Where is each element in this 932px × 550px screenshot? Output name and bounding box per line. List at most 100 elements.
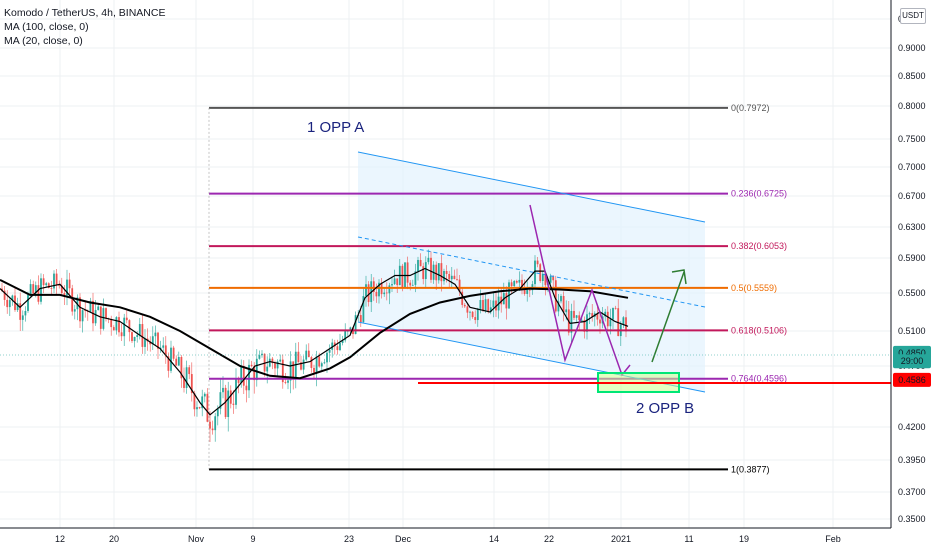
candle-body (466, 306, 469, 313)
candle-body (513, 281, 516, 287)
time-axis[interactable]: 12 20 Nov 9 23 Dec 14 22 2021 11 19 Feb (55, 534, 841, 544)
candle-body (253, 366, 256, 381)
candle-body (300, 362, 302, 370)
price-axis[interactable]: 0.95000.90000.85000.80000.75000.70000.67… (898, 14, 926, 524)
candle-body (154, 332, 157, 337)
candle-body (596, 313, 599, 320)
candle-body (185, 367, 188, 388)
channel-upper-line (357, 151, 706, 223)
price-label-box (893, 372, 931, 387)
price-label-text: 0.4586 (898, 375, 926, 385)
candle-body (586, 314, 588, 332)
candle-body (560, 296, 562, 302)
fib-level-label: 1(0.3877) (731, 464, 770, 474)
candle-body (437, 263, 440, 281)
candle-body (190, 374, 193, 394)
price-tick-label: 0.6700 (898, 191, 926, 201)
price-tick-label: 0.9000 (898, 43, 926, 53)
candle-body (495, 300, 497, 311)
candle-body (209, 421, 211, 429)
time-tick-label: Nov (188, 534, 205, 544)
candle-body (427, 257, 430, 263)
candle-body (279, 359, 282, 362)
candle-body (211, 428, 214, 431)
price-tick-label: 0.6300 (898, 222, 926, 232)
candle-body (328, 349, 331, 353)
candle-body (521, 279, 523, 288)
candle-body (125, 317, 128, 321)
candle-body (105, 308, 107, 319)
candle-body (383, 292, 386, 295)
candle-body (565, 309, 568, 313)
candle-body (339, 342, 341, 351)
candle-body (367, 284, 370, 303)
candle-body (536, 260, 539, 265)
candle-body (229, 390, 232, 404)
candle-body (102, 308, 105, 329)
candle-body (284, 382, 287, 383)
ma-20-label[interactable]: MA (20, close, 0) (4, 35, 83, 47)
candle-body (258, 355, 261, 359)
candle-body (1, 288, 3, 291)
candle-body (71, 288, 74, 312)
candle-body (255, 358, 258, 381)
candle-body (245, 385, 248, 391)
candle-body (500, 296, 503, 305)
price-tick-label: 0.5900 (898, 253, 926, 263)
candle-body (359, 315, 362, 323)
candle-body (391, 284, 393, 286)
candle-body (365, 284, 367, 297)
time-tick-label: 14 (489, 534, 499, 544)
candle-body (115, 317, 118, 331)
candle-body (583, 319, 586, 332)
candle-body (73, 309, 76, 312)
candle-body (323, 362, 326, 364)
candle-body (201, 396, 204, 409)
candle-body (307, 350, 310, 358)
candle-body (326, 352, 328, 363)
candle-body (58, 285, 61, 286)
candle-body (443, 270, 445, 282)
candle-body (315, 356, 318, 373)
symbol-title[interactable]: Komodo / TetherUS, 4h, BINANCE (4, 7, 166, 19)
fib-level-label: 0(0.7972) (731, 103, 770, 113)
candle-body (227, 390, 230, 418)
price-tick-label: 0.4200 (898, 422, 926, 432)
price-tick-label: 0.8500 (898, 71, 926, 81)
candle-body (411, 284, 414, 286)
candle-body (289, 361, 292, 381)
ma-100-label[interactable]: MA (100, close, 0) (4, 21, 89, 33)
candle-body (138, 324, 141, 336)
candle-body (232, 403, 235, 405)
candle-body (159, 347, 162, 349)
channel-mid-dashed-line (357, 236, 706, 308)
candle-body (136, 335, 139, 337)
candle-body (336, 346, 339, 351)
candle-body (378, 282, 380, 297)
candle-body (372, 281, 375, 292)
candle-body (515, 281, 518, 283)
candle-body (588, 313, 591, 315)
candle-body (170, 347, 172, 371)
candle-body (274, 363, 276, 369)
candle-body (151, 336, 154, 345)
candle-body (37, 285, 40, 302)
candle-body (68, 279, 71, 289)
fib-level-label: 0.5(0.5559) (731, 283, 777, 293)
candle-body (268, 358, 271, 367)
currency-button[interactable]: USDT (900, 8, 926, 24)
candle-body (45, 283, 48, 286)
candle-body (3, 290, 6, 300)
candle-body (578, 315, 581, 320)
candle-body (320, 363, 323, 367)
candle-body (55, 273, 58, 286)
candle-body (440, 263, 443, 282)
candle-body (492, 300, 495, 308)
candle-body (162, 345, 165, 348)
candle-body (445, 270, 448, 275)
candle-body (554, 280, 557, 312)
candle-body (110, 319, 113, 328)
candle-body (573, 310, 575, 318)
